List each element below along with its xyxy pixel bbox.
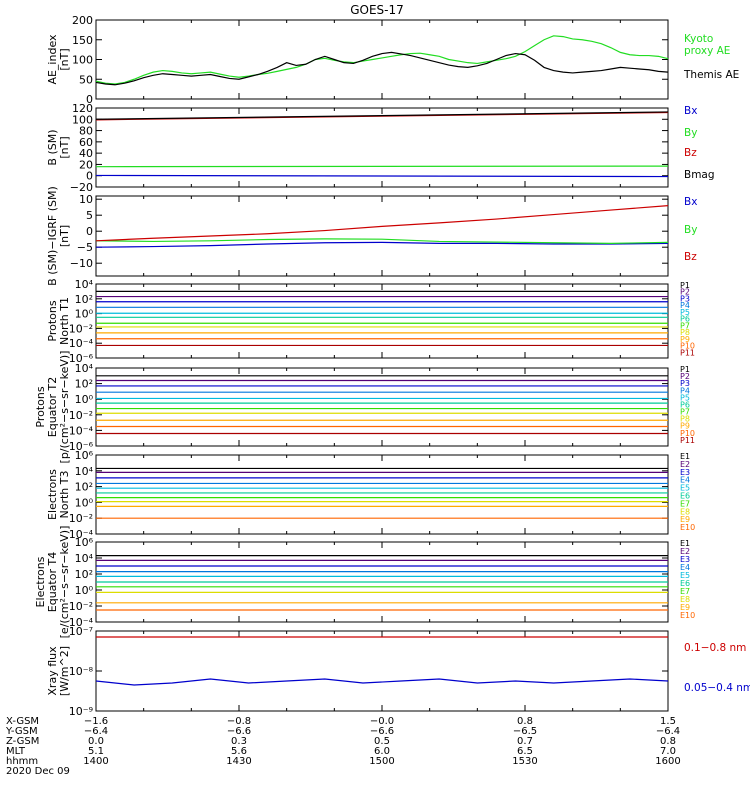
ytick-label: 5	[86, 209, 93, 222]
plot-title: GOES-17	[350, 3, 404, 17]
legend-entry: Kyoto	[684, 33, 713, 45]
ytick-label: 10²	[75, 481, 93, 494]
ytick-label: 10⁻²	[69, 409, 93, 422]
ytick-label: 10⁰	[75, 308, 94, 321]
ytick-label: 10⁰	[75, 584, 94, 597]
ylabel-line: [e/(cm²−s−sr−keV)]	[58, 526, 71, 639]
ytick-label: −5	[77, 241, 93, 254]
ytick-label: 100	[72, 54, 93, 67]
ylabel-line: [nT]	[58, 136, 71, 158]
channel-label: E10	[680, 611, 695, 620]
ytick-label: 10⁻⁸	[69, 665, 94, 678]
ytick-label: −10	[70, 257, 93, 270]
ytick-label: 80	[79, 125, 93, 138]
x-tick-value: 1530	[512, 756, 537, 767]
ylabel-line: North T1	[58, 297, 71, 345]
ytick-label: 10⁻⁷	[69, 625, 93, 638]
ytick-label: 20	[79, 158, 93, 171]
x-tick-value: 1400	[83, 756, 108, 767]
channel-label: E10	[680, 523, 695, 532]
ytick-label: 10⁻²	[69, 322, 93, 335]
ytick-label: 10⁴	[75, 552, 94, 565]
ytick-label: 100	[72, 113, 93, 126]
ytick-label: 10⁻⁴	[69, 424, 94, 437]
ytick-label: 10⁰	[75, 496, 94, 509]
ytick-label: 60	[79, 136, 93, 149]
legend-entry: Bz	[684, 147, 697, 159]
x-tick-value: 1600	[655, 756, 680, 767]
legend-entry: By	[684, 127, 697, 139]
ytick-label: 10⁰	[75, 393, 94, 406]
legend-entry: By	[684, 224, 697, 236]
ytick-label: 10⁶	[75, 449, 94, 462]
ytick-label: 0	[86, 170, 93, 183]
legend-entry: Bx	[684, 196, 697, 208]
ytick-label: 10²	[75, 378, 93, 391]
legend-entry: proxy AE	[684, 45, 730, 57]
ytick-label: 10²	[75, 568, 93, 581]
ytick-label: 0	[86, 225, 93, 238]
ytick-label: −20	[70, 181, 93, 194]
ylabel-line: [p/(cm²−s−sr−keV)]	[58, 351, 71, 464]
ylabel-line: North T3	[58, 471, 71, 519]
ytick-label: 50	[79, 73, 93, 86]
ylabel-line: [nT]	[58, 225, 71, 247]
ytick-label: 120	[72, 102, 93, 115]
ytick-label: 10⁻⁴	[69, 337, 94, 350]
legend-entry: 0.05−0.4 nm	[684, 682, 750, 694]
ytick-label: 10⁴	[75, 278, 94, 291]
ytick-label: 200	[72, 14, 93, 27]
ylabel-line: [nT]	[58, 48, 71, 70]
ylabel-line: [W/m^2]	[58, 646, 71, 696]
channel-label: P11	[680, 348, 695, 357]
ytick-label: 10	[79, 193, 93, 206]
legend-entry: Bmag	[684, 169, 715, 181]
legend-entry: Themis AE	[683, 69, 739, 81]
ytick-label: 150	[72, 34, 93, 47]
ytick-label: 10²	[75, 293, 93, 306]
series-line	[96, 166, 668, 167]
legend-entry: Bx	[684, 105, 697, 117]
ytick-label: 40	[79, 147, 93, 160]
legend-entry: Bz	[684, 251, 697, 263]
ytick-label: 10⁻²	[69, 512, 93, 525]
ytick-label: 10⁴	[75, 362, 94, 375]
ytick-label: 10⁶	[75, 536, 94, 549]
date-label: 2020 Dec 09	[6, 766, 70, 777]
ytick-label: 10⁴	[75, 465, 94, 478]
channel-label: P11	[680, 436, 695, 445]
x-tick-value: 1500	[369, 756, 394, 767]
ytick-label: 10⁻²	[69, 600, 93, 613]
goes17-summary-plot: GOES-17 050100150200AE_index [nT]Kyotopro…	[0, 0, 750, 800]
legend-entry: 0.1−0.8 nm	[684, 642, 746, 654]
x-tick-value: 1430	[226, 756, 251, 767]
